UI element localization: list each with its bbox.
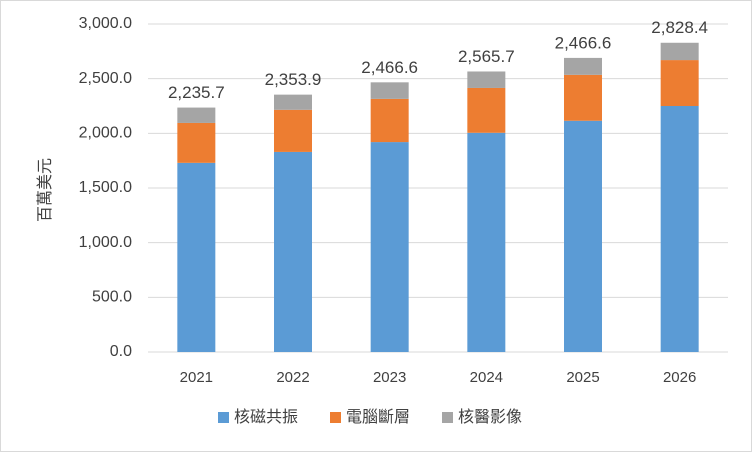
bar-segment [467,71,506,88]
total-label: 2,565.7 [458,47,515,66]
y-tick-label: 1,000.0 [79,234,132,251]
bar-segment [564,57,602,75]
bar-segment [370,82,409,99]
x-tick-label: 2025 [566,369,599,386]
y-tick-label: 2,000.0 [79,125,132,142]
y-tick-label: 2,500.0 [79,70,132,87]
bar-segment [467,87,506,133]
y-axis-label: 百萬美元 [36,158,54,222]
bar-segment [274,109,312,152]
bar-segment [660,42,699,61]
legend-label: 電腦斷層 [346,408,410,426]
bar-segment [274,151,312,352]
x-tick-label: 2026 [663,369,696,386]
total-label: 2,828.4 [651,18,708,37]
y-tick-label: 1,500.0 [79,179,132,196]
bar-segment [177,107,216,123]
bar-segment [370,98,409,143]
y-tick-label: 0.0 [110,343,132,360]
x-tick-label: 2021 [180,369,213,386]
legend-swatch [218,412,229,423]
x-tick-label: 2022 [276,369,309,386]
legend-label: 核磁共振 [234,408,298,426]
bar-segment [274,94,312,110]
legend-label: 核醫影像 [458,408,522,426]
bar-segment [564,120,602,352]
total-label: 2,353.9 [265,70,322,89]
x-tick-label: 2024 [470,369,503,386]
total-label: 2,235.7 [168,83,225,102]
bar-segment [177,162,216,352]
bar-segment [660,106,699,352]
bar-segment [564,74,602,121]
x-tick-label: 2023 [373,369,406,386]
legend-swatch [442,412,453,423]
bar-segment [177,122,216,163]
bar-segment [467,132,506,352]
y-tick-label: 500.0 [92,289,132,306]
total-label: 2,466.6 [555,33,612,52]
total-label: 2,466.6 [361,58,418,77]
bar-segment [370,142,409,352]
legend-swatch [330,412,341,423]
y-tick-label: 3,000.0 [79,15,132,32]
bar-segment [660,60,699,106]
